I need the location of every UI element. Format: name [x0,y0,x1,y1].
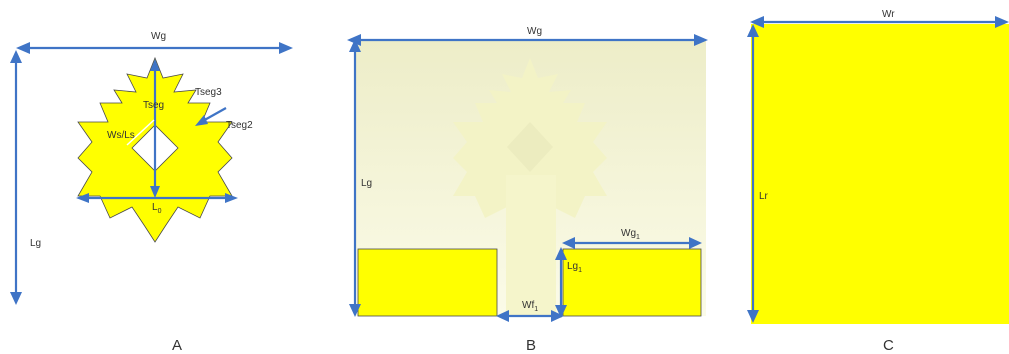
wg1-dimension-arrow [562,237,702,249]
panel-a: Wg Lg Tseg Tseg3 Tseg2 Ws/Ls L0 A [10,31,293,354]
wg1-label: Wg1 [621,228,640,241]
l0-label-main: L [152,202,158,213]
ground-left-strip [357,248,498,317]
tseg-label: Tseg [143,100,164,111]
wf1-label: Wf1 [522,300,538,313]
lg-dimension-arrow-b [349,39,361,317]
wg-dimension-arrow-a [16,42,293,54]
wg-label-a: Wg [151,31,166,42]
l0-dimension-arrow [76,193,238,203]
tseg3-label: Tseg3 [195,87,222,98]
lr-dimension-arrow [747,24,759,323]
lg1-label-main: Lg [567,261,578,272]
lg-label-a: Lg [30,238,41,249]
panel-b-letter: B [526,337,536,354]
tseg2-dimension-arrow [195,107,227,126]
wr-dimension-arrow [750,16,1009,28]
wr-label: Wr [882,9,895,20]
l0-label: L0 [152,202,162,215]
wf1-label-sub: 1 [534,306,538,313]
ground-right-strip [562,248,702,317]
panel-b: Wg Lg Wg1 Lg1 Wf1 B [347,26,708,354]
faded-slot-b [507,122,553,172]
wg-dimension-arrow-b [347,34,708,46]
wg-label-b: Wg [527,26,542,37]
lg1-dimension-arrow [555,247,567,318]
lr-label: Lr [759,191,769,202]
lg-label-b: Lg [361,178,372,189]
panel-c-letter: C [883,337,894,354]
l0-label-sub: 0 [158,208,162,215]
lg1-label-sub: 1 [578,267,582,274]
panel-c: Wr Lr C [747,9,1009,354]
wf1-dimension-arrow [496,310,564,322]
faded-feed-line [506,175,556,316]
lg1-label: Lg1 [567,261,582,274]
wsls-pointer-line [126,119,155,146]
tseg-dimension-arrow [150,59,160,198]
tseg2-label: Tseg2 [226,120,253,131]
wf1-label-main: Wf [522,300,534,311]
wg1-label-main: Wg [621,228,636,239]
panel-a-letter: A [172,337,182,354]
wsls-label: Ws/Ls [107,130,135,141]
lg-dimension-arrow-a [10,50,22,305]
wg1-label-sub: 1 [636,234,640,241]
radiating-plane-c [751,24,1009,324]
